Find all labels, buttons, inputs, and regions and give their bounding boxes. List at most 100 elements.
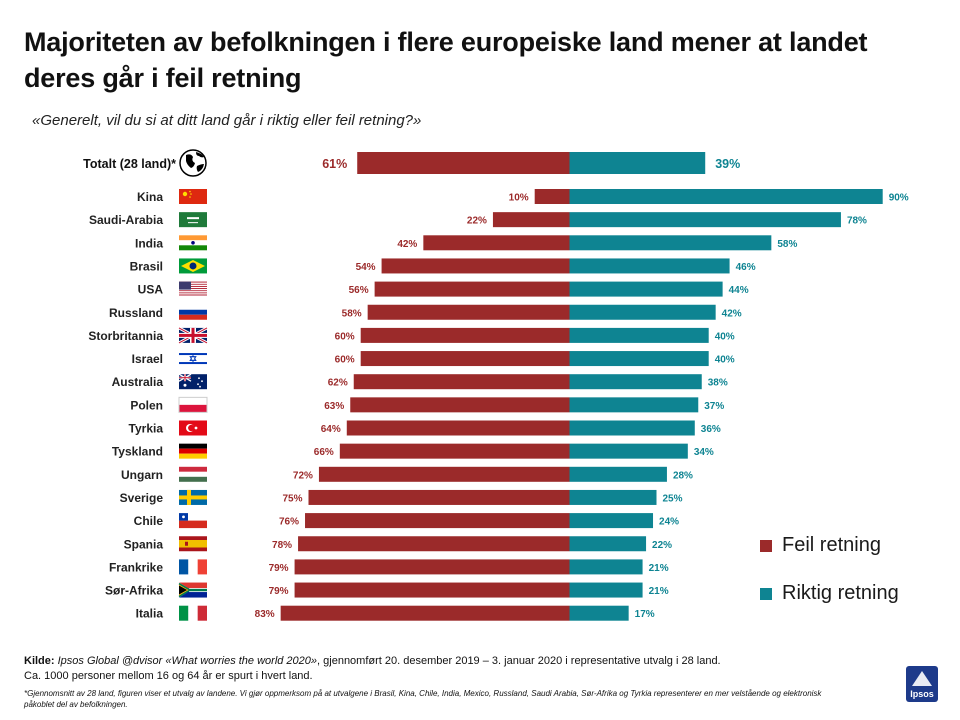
bar-wrong xyxy=(346,420,570,436)
flag-turkey-icon xyxy=(179,420,207,436)
value-label-wrong: 60% xyxy=(335,355,355,366)
country-label: Frankrike xyxy=(109,560,163,574)
value-label-right: 90% xyxy=(889,193,909,204)
bar-right xyxy=(569,582,643,598)
total-bar-right xyxy=(569,152,706,174)
value-label-wrong: 83% xyxy=(255,609,275,620)
bar-wrong xyxy=(367,304,570,320)
country-label: Israel xyxy=(132,352,163,366)
legend-swatch-wrong xyxy=(760,539,772,552)
bar-wrong xyxy=(294,582,570,598)
logo-text: Ipsos xyxy=(910,689,934,699)
legend-wrong: Feil retning xyxy=(760,534,881,557)
value-label-wrong: 64% xyxy=(321,424,341,435)
total-value-wrong: 61% xyxy=(322,157,347,171)
bar-wrong xyxy=(423,235,570,251)
bar-right xyxy=(569,235,772,251)
bar-wrong xyxy=(381,258,570,274)
bar-right xyxy=(569,351,709,367)
bar-wrong xyxy=(492,212,570,228)
country-label: Sverige xyxy=(120,491,164,505)
value-label-right: 44% xyxy=(729,285,749,296)
flag-israel-icon xyxy=(179,351,207,367)
bar-right xyxy=(569,397,699,413)
logo-mark-icon xyxy=(912,671,932,686)
legend-right: Riktig retning xyxy=(760,582,899,605)
globe-icon xyxy=(179,149,207,177)
value-label-right: 28% xyxy=(673,470,693,481)
bar-right xyxy=(569,189,883,204)
value-label-wrong: 72% xyxy=(293,470,313,481)
value-label-wrong: 56% xyxy=(349,285,369,296)
country-label: Italia xyxy=(136,607,164,621)
flag-india-icon xyxy=(179,235,207,251)
country-label: Polen xyxy=(130,398,163,412)
bar-right xyxy=(569,258,730,274)
value-label-wrong: 22% xyxy=(467,216,487,227)
source-note: Kilde: Ipsos Global @dvisor «What worrie… xyxy=(24,654,924,684)
flag-poland-icon xyxy=(178,396,208,413)
flag-chile-icon xyxy=(179,513,207,529)
flag-germany-icon xyxy=(179,443,207,459)
bar-right xyxy=(569,489,657,505)
country-label: Chile xyxy=(134,514,164,528)
flag-russia-icon xyxy=(179,304,207,320)
value-label-right: 21% xyxy=(649,586,669,597)
value-label-wrong: 10% xyxy=(509,193,529,204)
flag-uk-icon xyxy=(178,326,208,345)
country-label: Ungarn xyxy=(121,468,163,482)
flag-spain-icon xyxy=(179,536,207,552)
bar-wrong xyxy=(534,189,570,204)
total-label: Totalt (28 land)* xyxy=(83,157,176,171)
country-label: India xyxy=(135,236,163,250)
bar-right xyxy=(569,559,643,575)
legend-label-wrong: Feil retning xyxy=(782,534,881,556)
bar-right xyxy=(569,212,841,228)
value-label-right: 17% xyxy=(635,609,655,620)
value-label-wrong: 76% xyxy=(279,517,299,528)
bar-wrong xyxy=(360,351,570,367)
bar-wrong xyxy=(318,466,570,482)
value-label-wrong: 79% xyxy=(269,586,289,597)
value-label-right: 40% xyxy=(715,355,735,366)
flag-saudi-arabia-icon xyxy=(179,212,207,228)
source-label: Kilde: xyxy=(24,655,55,667)
bar-wrong xyxy=(280,605,570,621)
value-label-right: 38% xyxy=(708,378,728,389)
source-survey: Ipsos Global @dvisor «What worries the w… xyxy=(57,655,318,667)
value-label-right: 37% xyxy=(704,401,724,412)
country-label: Kina xyxy=(137,190,163,204)
flag-china-icon xyxy=(179,189,207,204)
flag-sweden-icon xyxy=(179,489,207,505)
total-value-right: 39% xyxy=(715,157,740,171)
bar-right xyxy=(569,420,695,436)
source-text: , gjennomført 20. desember 2019 – 3. jan… xyxy=(317,655,721,667)
value-label-wrong: 42% xyxy=(397,239,417,250)
bar-right xyxy=(569,466,667,482)
legend-label-right: Riktig retning xyxy=(782,582,899,604)
flag-south-africa-icon xyxy=(178,582,207,598)
source-line2: Ca. 1000 personer mellom 16 og 64 år er … xyxy=(24,670,313,682)
bar-wrong xyxy=(353,374,570,390)
value-label-right: 34% xyxy=(694,447,714,458)
diverging-bar-chart: Totalt (28 land)* 61% 39% Kina 10% 90% Saudi-A… xyxy=(83,149,909,621)
flag-australia-icon xyxy=(178,373,207,390)
bar-right xyxy=(569,513,654,529)
footnote: *Gjennomsnitt av 28 land, figuren viser … xyxy=(24,689,822,709)
total-bar-wrong xyxy=(357,152,570,174)
bar-right xyxy=(569,443,688,459)
bar-wrong xyxy=(298,536,570,552)
value-label-right: 46% xyxy=(736,262,756,273)
value-label-right: 22% xyxy=(652,540,672,551)
chart-title: Majoriteten av befolkningen i flere euro… xyxy=(24,27,868,93)
value-label-right: 24% xyxy=(659,517,679,528)
bar-wrong xyxy=(339,443,570,459)
bar-right xyxy=(569,304,716,320)
bar-wrong xyxy=(350,397,570,413)
country-label: Australia xyxy=(112,375,164,389)
value-label-wrong: 79% xyxy=(269,563,289,574)
country-label: Tyskland xyxy=(112,445,163,459)
country-label: Saudi-Arabia xyxy=(89,213,163,227)
bar-right xyxy=(569,536,647,552)
value-label-wrong: 66% xyxy=(314,447,334,458)
